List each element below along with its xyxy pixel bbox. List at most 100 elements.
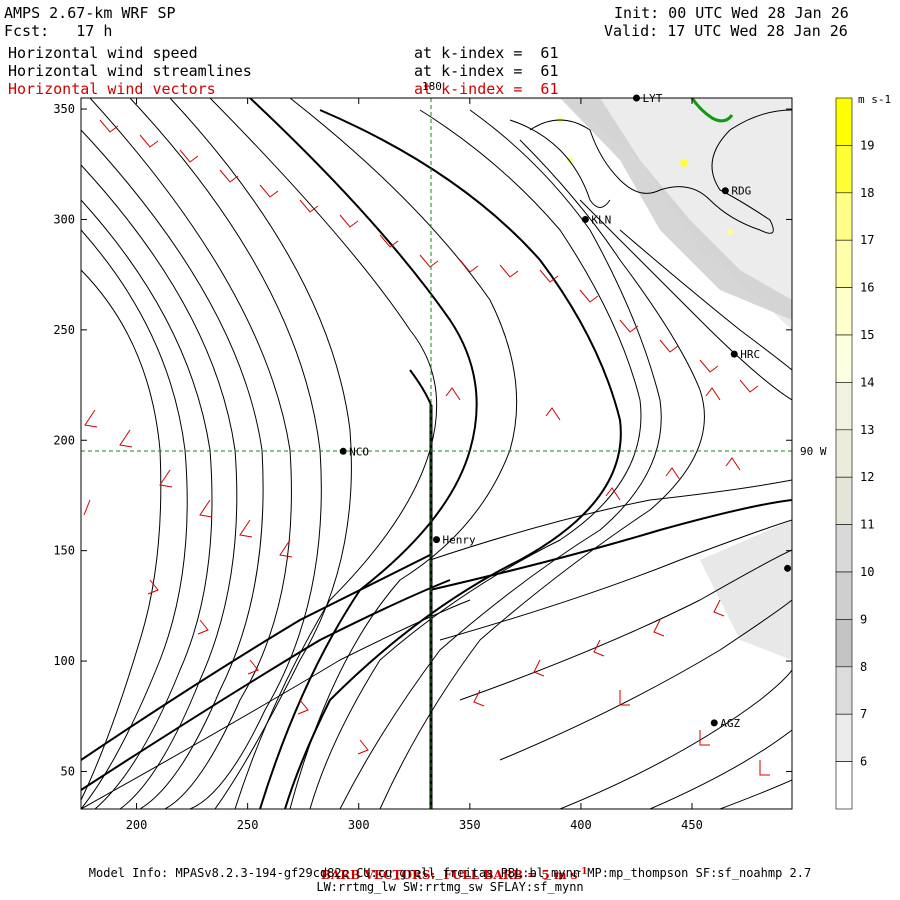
stations: LYT RDG KLN HRC NCO Henry AGZ bbox=[339, 92, 792, 730]
wind-barb bbox=[279, 539, 293, 558]
streamline bbox=[439, 519, 792, 641]
coastline bbox=[509, 119, 611, 208]
wind-barb bbox=[579, 289, 599, 303]
x-tick-label: 200 bbox=[126, 818, 148, 832]
colorbar-bin bbox=[835, 239, 853, 288]
station-marker bbox=[730, 350, 738, 358]
wind-barb bbox=[699, 359, 719, 373]
streamline bbox=[339, 109, 662, 809]
wind-barb bbox=[84, 409, 98, 428]
station-marker bbox=[721, 187, 729, 195]
streamline bbox=[459, 549, 792, 701]
y-tick-label: 50 bbox=[61, 764, 75, 778]
colorbar-bin bbox=[835, 524, 853, 573]
streamline bbox=[719, 779, 792, 809]
wind-barb bbox=[259, 184, 279, 198]
wind-barb bbox=[619, 319, 639, 333]
colorbar-unit: m s-1 bbox=[858, 93, 891, 106]
wind-barb bbox=[419, 254, 439, 268]
wind-barb bbox=[593, 639, 605, 657]
model-info-physics: LW:rrtmg_lw SW:rrtmg_sw SFLAY:sf_mynn bbox=[316, 880, 584, 894]
x-tick-label: 400 bbox=[570, 818, 592, 832]
streamline bbox=[81, 554, 431, 761]
x-axis: 200 250 300 350 400 450 bbox=[126, 98, 703, 832]
colorbar-bin bbox=[835, 145, 853, 194]
wind-barb bbox=[533, 659, 545, 677]
wind-barb bbox=[699, 730, 710, 746]
barb-note: BARB VECTORS: FULL BARB = 5 m s-1 bbox=[0, 851, 900, 882]
colorbar-bin bbox=[835, 476, 853, 525]
field-vectors: Horizontal wind vectors bbox=[8, 80, 216, 98]
coastline bbox=[529, 109, 792, 234]
y-tick-label: 250 bbox=[53, 323, 75, 337]
station-label: RDG bbox=[731, 185, 751, 198]
wind-barb bbox=[159, 469, 173, 488]
wind-barb bbox=[665, 467, 681, 481]
colorbar-label: 14 bbox=[860, 375, 874, 389]
field-streamlines-level: at k-index = 61 bbox=[414, 62, 559, 80]
wind-barb bbox=[545, 407, 561, 421]
wind-barb bbox=[179, 149, 199, 163]
streamline bbox=[81, 164, 238, 809]
wind-barbs bbox=[83, 119, 770, 776]
x-tick-label: 450 bbox=[681, 818, 703, 832]
colorbar-bin bbox=[835, 429, 853, 478]
streamline bbox=[379, 139, 705, 809]
wind-barb bbox=[339, 214, 359, 228]
streamline bbox=[89, 98, 292, 809]
colorbar-label: 9 bbox=[860, 612, 867, 626]
wind-barb bbox=[459, 259, 479, 273]
station-label: Henry bbox=[443, 534, 476, 547]
coastline-green bbox=[690, 98, 734, 123]
wind-barb bbox=[357, 739, 369, 755]
x-tick-label: 350 bbox=[459, 818, 481, 832]
station-marker bbox=[581, 215, 589, 223]
colorbar-bin bbox=[835, 666, 853, 715]
colorbar-label: 15 bbox=[860, 328, 874, 342]
x-tick-label: 250 bbox=[237, 818, 259, 832]
valid-time: Valid: 17 UTC Wed 28 Jan 26 bbox=[604, 22, 848, 40]
colorbar-bin bbox=[835, 571, 853, 620]
streamline bbox=[579, 199, 792, 401]
field-streamlines: Horizontal wind streamlines bbox=[8, 62, 252, 80]
colorbar-label: 16 bbox=[860, 281, 874, 295]
field-vectors-level: at k-index = 61 bbox=[414, 80, 559, 98]
wind-barb bbox=[239, 519, 253, 538]
station-label: HRC bbox=[740, 348, 760, 361]
y-tick-label: 100 bbox=[53, 654, 75, 668]
streamline bbox=[559, 669, 792, 809]
colorbar-bin bbox=[835, 761, 853, 810]
y-tick-label: 150 bbox=[53, 544, 75, 558]
wind-barb bbox=[219, 169, 239, 183]
barb-note-unit: -1 bbox=[577, 867, 588, 877]
model-info: Model Info: MPASv8.2.3-194-gf29cd82c CU:… bbox=[88, 866, 812, 880]
streamline bbox=[249, 98, 478, 809]
wind-barb bbox=[147, 579, 159, 595]
station-label: KLN bbox=[591, 213, 611, 226]
station-marker bbox=[632, 94, 640, 102]
wind-barb bbox=[83, 499, 91, 516]
wind-barb bbox=[605, 487, 621, 501]
wind-barb bbox=[653, 619, 665, 637]
streamline bbox=[429, 499, 792, 591]
wind-barb bbox=[739, 379, 759, 393]
streamline bbox=[499, 599, 792, 761]
colorbar-bin bbox=[835, 287, 853, 336]
streamline bbox=[619, 229, 792, 371]
wind-barb bbox=[199, 499, 213, 518]
wind-barb bbox=[247, 659, 259, 675]
colorbar-label: 11 bbox=[860, 518, 874, 532]
wind-barb bbox=[619, 690, 630, 706]
shaded-speed-east bbox=[600, 98, 792, 300]
wind-barb bbox=[499, 264, 519, 278]
colorbar-label: 8 bbox=[860, 660, 867, 674]
wind-barb bbox=[139, 134, 159, 148]
colorbar-label: 12 bbox=[860, 470, 874, 484]
station-marker bbox=[710, 719, 718, 727]
parallel-label: 90 W bbox=[800, 445, 827, 458]
streamline bbox=[81, 269, 162, 801]
wind-barb bbox=[297, 699, 309, 715]
station-marker bbox=[433, 536, 440, 544]
wind-barb bbox=[705, 387, 721, 401]
